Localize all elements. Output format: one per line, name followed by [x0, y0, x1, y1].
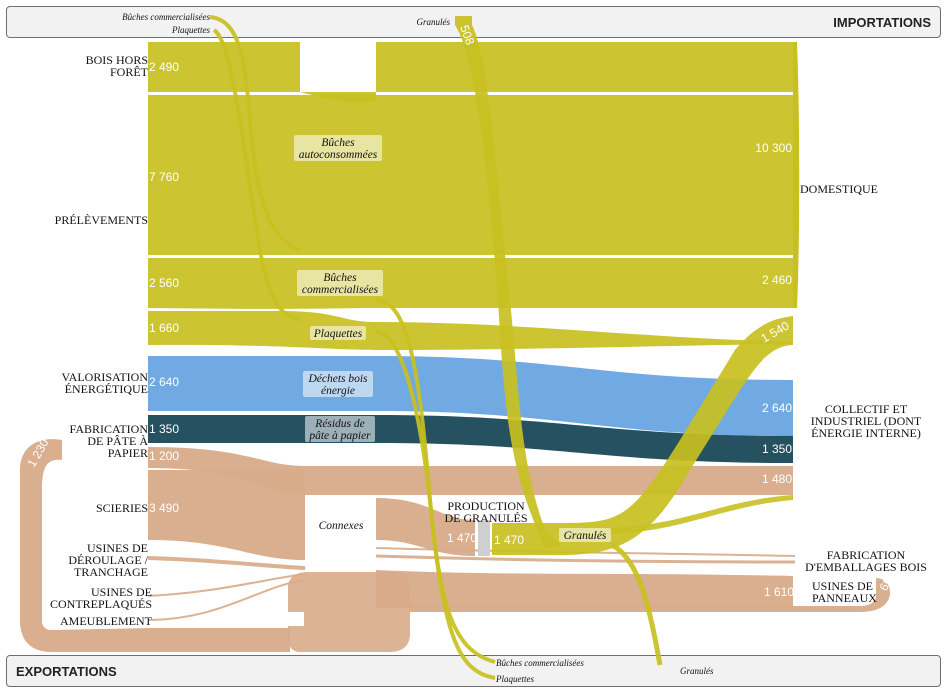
- flow-prelevements-autoconsommees: [148, 95, 793, 255]
- label-buches-autoconsommees: Bûches autoconsommées: [299, 137, 378, 161]
- flow-connexes-loop: [288, 572, 410, 652]
- flow-pate-connexes: [148, 447, 793, 495]
- label-export-plaquettes: Plaquettes: [495, 674, 534, 684]
- exports-bar: [6, 655, 941, 687]
- value-collectif-dechets: 2 640: [762, 401, 792, 415]
- flow-connexes-panneaux: [376, 570, 793, 608]
- flow-connexes-granules: [376, 498, 475, 556]
- value-domestique-buches: 10 300: [755, 141, 792, 155]
- flow-granules-collectif: [600, 495, 793, 534]
- value-granules-out: 1 470: [494, 533, 524, 547]
- node-label-bois-hors-foret: BOIS HORS FORÊT: [86, 53, 149, 79]
- value-vers-granules: 1 470: [447, 531, 477, 545]
- flow-bois-hors-foret: [148, 42, 793, 104]
- value-collectif-plaquettes: 1 780: [762, 355, 792, 369]
- label-import-buches: Bûches commercialisées: [122, 12, 210, 22]
- label-granules-box: [559, 528, 611, 542]
- label-import-granules: Granulés: [417, 17, 451, 27]
- flow-ameublement-export: [20, 439, 290, 652]
- value-import-granules: 508: [457, 23, 477, 47]
- flow-scieries-connexes: [148, 470, 305, 560]
- label-connexes: Connexes: [319, 520, 364, 532]
- label-export-buches: Bûches commercialisées: [496, 658, 584, 668]
- label-connexes-box: [314, 518, 368, 532]
- value-prelevements-auto: 7 760: [149, 170, 179, 184]
- imports-title: IMPORTATIONS: [833, 15, 931, 30]
- value-scieries: 3 490: [149, 501, 179, 515]
- flow-import-granules: [455, 16, 560, 548]
- node-label-domestique: DOMESTIQUE: [800, 182, 878, 196]
- value-prelevements-comm: 2 560: [149, 276, 179, 290]
- node-label-collectif: COLLECTIF ET INDUSTRIEL (DONT ÉNERGIE INTE…: [811, 402, 922, 440]
- flow-ameublement-connexes: [147, 579, 306, 621]
- flow-prelevements-commercialisees: [148, 258, 793, 309]
- label-granules: Granulés: [564, 530, 607, 542]
- exports-title: EXPORTATIONS: [16, 664, 117, 679]
- node-label-emballages: FABRICATION D'EMBALLAGES BOIS: [805, 548, 927, 574]
- flow-prelevements-plaquettes: [148, 311, 793, 350]
- flow-export-plaquettes: [375, 330, 496, 680]
- label-import-plaquettes: Plaquettes: [171, 25, 210, 35]
- node-label-scieries: SCIERIES: [96, 501, 148, 515]
- label-plaquettes-box: [310, 326, 366, 340]
- node-domestique: [793, 42, 800, 308]
- node-label-valorisation: VALORISATION ÉNERGÉTIQUE: [62, 370, 149, 396]
- node-label-panneaux: USINES DE PANNEAUX: [812, 579, 877, 605]
- value-bois-hors-foret: 2 490: [149, 60, 179, 74]
- value-pate: 1 350: [149, 422, 179, 436]
- label-buches-commercialisees: Bûches commercialisées: [302, 272, 379, 296]
- value-domestique-comm: 2 460: [762, 273, 792, 287]
- flow-granules-domestique: [492, 316, 793, 555]
- value-valorisation: 2 640: [149, 375, 179, 389]
- node-label-pate: FABRICATION DE PÂTE À PAPIER: [70, 422, 149, 460]
- node-label-prelevements: PRÉLÈVEMENTS: [55, 213, 148, 227]
- flow-connexes-emballages: [375, 554, 796, 564]
- flow-import-buches: [209, 15, 301, 252]
- label-dechets-bois-energie-box: [303, 371, 373, 397]
- label-buches-commercialisees-box: [297, 270, 383, 296]
- value-collectif-connexes: 1 480: [762, 472, 792, 486]
- value-pate-connexes: 1 200: [149, 449, 179, 463]
- node-label-ameublement: AMEUBLEMENT: [60, 614, 153, 628]
- label-buches-autoconsommees-box: [294, 135, 382, 161]
- flow-import-plaquettes: [212, 28, 301, 322]
- label-export-granules: Granulés: [680, 666, 714, 676]
- value-collectif-residus: 1 350: [762, 442, 792, 456]
- value-prelevements-plaq: 1 660: [149, 321, 179, 335]
- node-production-granules: [478, 520, 490, 556]
- label-residus-pate-box: [305, 416, 375, 442]
- value-panneaux: 1 610: [764, 585, 794, 599]
- flow-export-granules: [610, 542, 663, 666]
- label-dechets-bois-energie: Déchets bois énergie: [307, 373, 368, 397]
- label-plaquettes: Plaquettes: [313, 328, 363, 340]
- node-label-deroulage: USINES DE DÉROULAGE / TRANCHAGE: [68, 541, 148, 579]
- label-residus-pate: Résidus de pâte à papier: [308, 418, 371, 442]
- flow-deroulage-connexes: [147, 556, 306, 570]
- node-label-production-granules: PRODUCTION DE GRANULÉS: [445, 499, 528, 525]
- node-label-contreplaques: USINES DE CONTREPLAQUÉS: [50, 585, 152, 611]
- flow-contreplaques-connexes: [147, 573, 306, 597]
- flow-panneaux-export: [410, 578, 890, 612]
